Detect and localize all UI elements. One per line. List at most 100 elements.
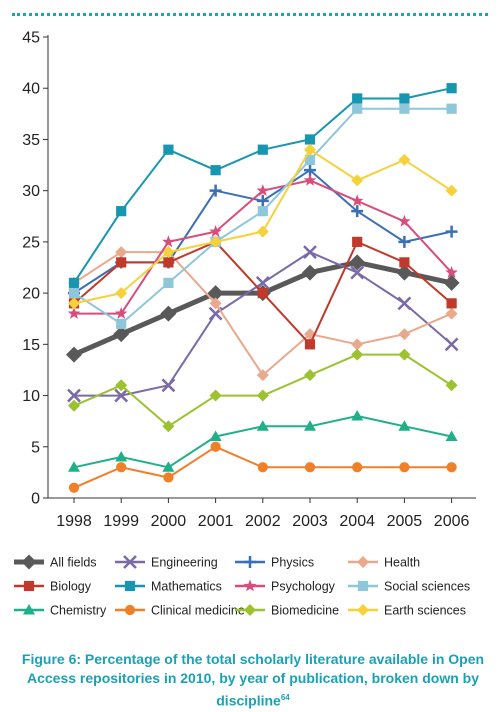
series-chemistry <box>68 410 458 472</box>
data-point-psychology <box>350 194 364 207</box>
legend-label: Chemistry <box>50 604 107 618</box>
data-point-earth-sciences <box>209 235 222 248</box>
data-point-mathematics <box>446 83 457 94</box>
data-point-engineering <box>350 265 365 280</box>
data-point-mathematics <box>304 134 316 145</box>
legend-marker <box>124 580 136 592</box>
data-point-biomedicine <box>209 389 222 402</box>
data-point-chemistry <box>209 430 222 442</box>
legend-marker <box>23 604 35 615</box>
data-point-psychology <box>162 235 175 248</box>
legend-marker <box>123 555 137 569</box>
legend-label: Earth sciences <box>384 604 466 618</box>
data-point-clinical-medicine <box>257 462 268 473</box>
data-point-mathematics <box>257 144 268 155</box>
legend-item-chemistry: Chemistry <box>14 604 107 618</box>
chart-legend: All fields Engineering Physics Health Biolog… <box>14 554 470 618</box>
data-point-chemistry <box>351 410 364 421</box>
data-point-biology <box>352 236 363 247</box>
data-point-psychology <box>256 184 270 196</box>
legend-label: Mathematics <box>151 580 222 594</box>
legend-marker <box>244 604 256 616</box>
data-point-biomedicine <box>256 389 269 402</box>
data-point-all-fields <box>349 254 366 271</box>
data-point-chemistry <box>68 461 80 472</box>
data-point-psychology <box>114 307 128 319</box>
data-point-all-fields <box>113 326 130 343</box>
legend-label: Biology <box>50 580 92 594</box>
data-point-all-fields <box>207 285 224 302</box>
chart-series-lines <box>66 83 460 493</box>
data-point-biomedicine <box>68 399 80 412</box>
data-point-chemistry <box>304 420 316 431</box>
series-psychology <box>67 173 458 319</box>
data-point-biology <box>163 257 174 268</box>
legend-marker <box>357 556 369 568</box>
data-point-biomedicine <box>351 348 364 361</box>
data-point-mathematics <box>116 206 127 217</box>
data-point-engineering <box>444 337 459 352</box>
data-point-biomedicine <box>115 379 128 392</box>
y-tick-label: 40 <box>22 81 40 98</box>
data-point-all-fields <box>302 264 318 281</box>
data-point-clinical-medicine <box>163 472 174 483</box>
data-point-health <box>398 328 411 341</box>
data-point-biomedicine <box>398 348 411 361</box>
data-point-chemistry <box>162 461 175 472</box>
data-point-mathematics <box>399 93 410 104</box>
data-point-biology <box>116 257 127 268</box>
legend-label: All fields <box>50 556 97 570</box>
series-mathematics <box>68 83 457 288</box>
data-point-mathematics <box>210 165 221 176</box>
data-point-social-sciences <box>446 103 457 114</box>
caption-footnote: 64 <box>280 693 290 702</box>
data-point-social-sciences <box>163 277 174 288</box>
series-line-all-fields <box>73 259 453 357</box>
data-point-health <box>209 297 222 310</box>
legend-label: Social sciences <box>384 580 470 594</box>
data-point-social-sciences <box>257 206 268 217</box>
legend-marker <box>124 604 136 616</box>
legend-marker <box>357 604 369 616</box>
data-point-all-fields <box>160 305 177 322</box>
data-point-biomedicine <box>445 379 458 392</box>
legend-marker <box>244 556 256 568</box>
data-point-clinical-medicine <box>399 462 410 473</box>
data-point-physics <box>256 194 269 207</box>
legend-label: Psychology <box>271 580 336 594</box>
x-tick-label: 1998 <box>56 513 92 530</box>
data-point-clinical-medicine <box>68 482 80 493</box>
legend-label: Physics <box>271 556 314 570</box>
data-point-physics <box>398 235 411 248</box>
legend-item-psychology: Psychology <box>235 579 336 594</box>
x-tick-label: 2000 <box>151 513 187 530</box>
data-point-all-fields <box>66 346 82 363</box>
series-health <box>68 246 458 382</box>
data-point-chemistry <box>445 430 458 442</box>
legend-item-earth-sciences: Earth sciences <box>348 604 466 618</box>
data-point-psychology <box>67 307 81 319</box>
legend-item-health: Health <box>348 556 420 570</box>
y-tick-label: 5 <box>31 439 40 456</box>
data-point-clinical-medicine <box>210 441 221 452</box>
data-point-earth-sciences <box>445 184 458 197</box>
data-point-earth-sciences <box>256 225 269 238</box>
figure-caption: Figure 6: Percentage of the total schola… <box>20 650 486 711</box>
data-point-clinical-medicine <box>352 462 363 473</box>
data-point-all-fields <box>396 264 413 281</box>
x-tick-label: 2006 <box>434 513 470 530</box>
data-point-engineering <box>303 245 317 260</box>
data-point-earth-sciences <box>351 174 364 187</box>
data-point-engineering <box>114 388 129 403</box>
series-biomedicine <box>68 348 458 433</box>
y-tick-label: 10 <box>22 388 40 405</box>
data-point-health <box>351 338 364 351</box>
data-point-health <box>256 369 269 382</box>
data-point-clinical-medicine <box>446 462 457 473</box>
y-tick-label: 0 <box>31 491 40 508</box>
y-tick-label: 30 <box>22 183 40 200</box>
data-point-chemistry <box>256 420 269 431</box>
caption-text: Figure 6: Percentage of the total schola… <box>21 651 485 709</box>
y-tick-label: 25 <box>22 234 40 251</box>
